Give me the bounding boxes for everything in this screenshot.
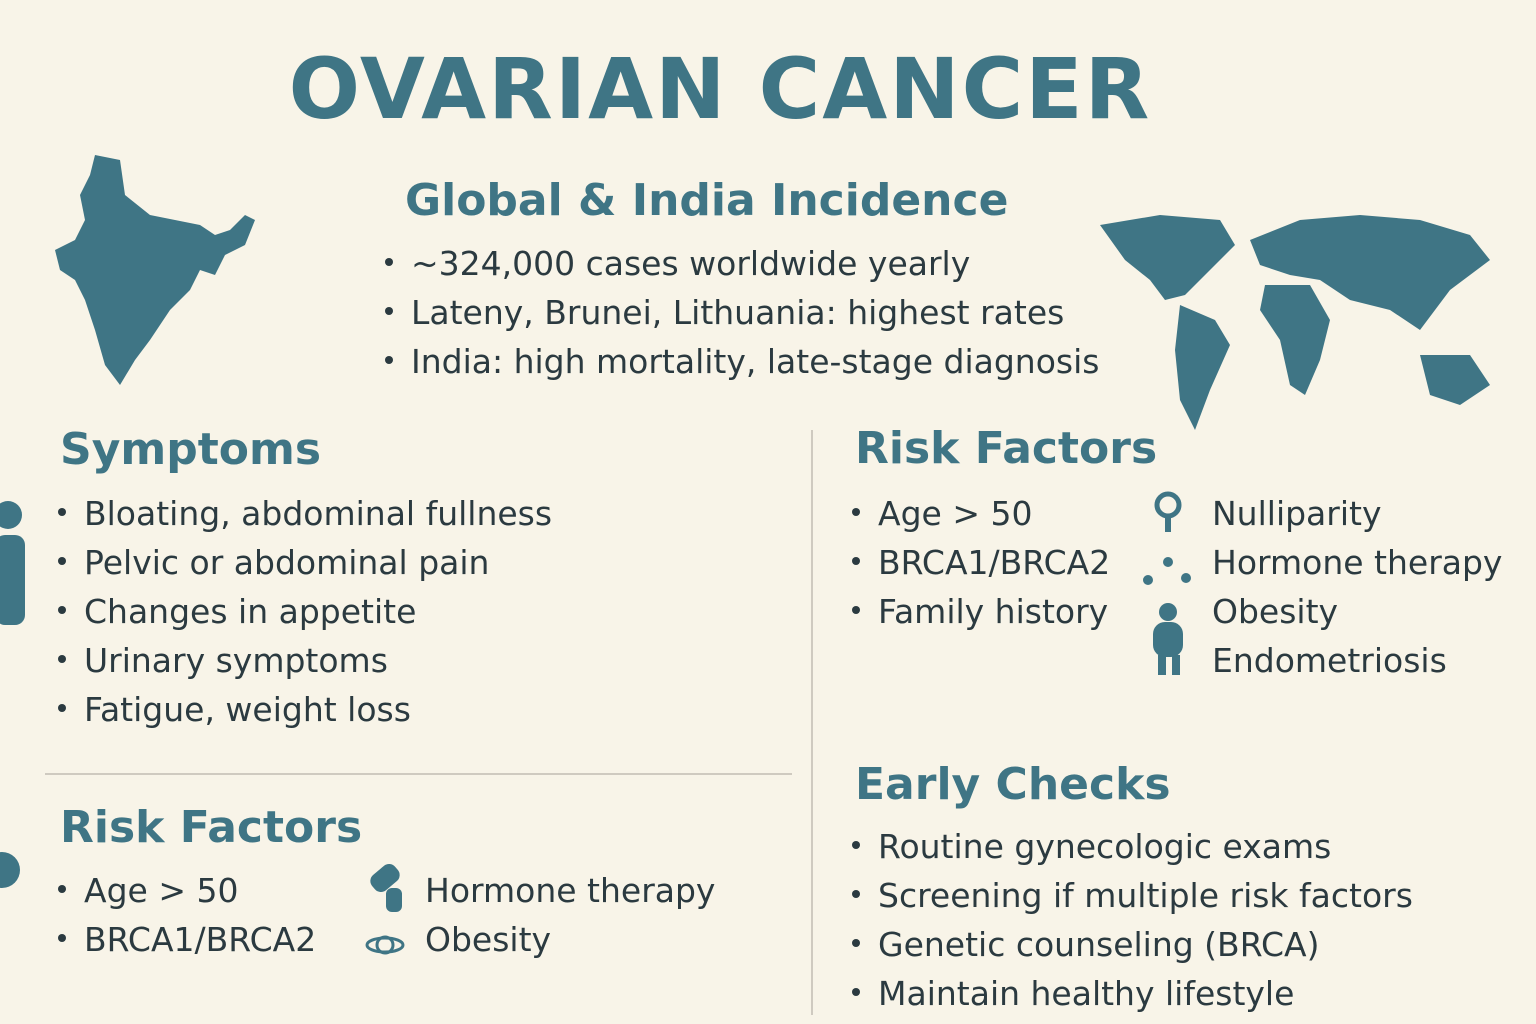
icons [0, 491, 1191, 955]
heading: Risk Factors [855, 423, 1158, 474]
list: Hormone therapy Obesity [425, 866, 715, 964]
list: Age > 50 BRCA1/BRCA2 Family history [852, 489, 1110, 636]
list-item: Screening if multiple risk factors [852, 871, 1413, 920]
list: Routine gynecologic exams Screening if mu… [852, 822, 1413, 1018]
list-item: Hormone therapy [425, 871, 716, 910]
list-item: Routine gynecologic exams [852, 822, 1413, 871]
list: ~324,000 cases worldwide yearly Lateny, B… [385, 239, 1099, 386]
list-item: Endometriosis [1212, 641, 1447, 680]
list: Age > 50 BRCA1/BRCA2 [58, 866, 316, 964]
list-item: Age > 50 [852, 489, 1110, 538]
list-item: India: high mortality, late-stage diagno… [385, 337, 1099, 386]
list-item: Urinary symptoms [58, 636, 552, 685]
list: Bloating, abdominal fullness Pelvic or ab… [58, 489, 552, 734]
list-item: BRCA1/BRCA2 [58, 915, 316, 964]
list: Nulliparity Hormone therapy Obesity Endomet… [1212, 489, 1502, 685]
list-item: Pelvic or abdominal pain [58, 538, 552, 587]
list-item: BRCA1/BRCA2 [852, 538, 1110, 587]
heading: Symptoms [60, 424, 322, 475]
list-item: Obesity [1212, 592, 1339, 631]
list-item: Family history [852, 587, 1110, 636]
list-item: ~324,000 cases worldwide yearly [385, 239, 1099, 288]
list-item: Changes in appetite [58, 587, 552, 636]
list-item: Nulliparity [1212, 494, 1382, 533]
list-item: Obesity [425, 920, 552, 959]
list-item: Maintain healthy lifestyle [852, 969, 1413, 1018]
heading: Early Checks [855, 759, 1171, 810]
heading: Risk Factors [60, 802, 363, 853]
list-item: Bloating, abdominal fullness [58, 489, 552, 538]
list-item: Fatigue, weight loss [58, 685, 552, 734]
list-item: Lateny, Brunei, Lithuania: highest rates [385, 288, 1099, 337]
list-item: Age > 50 [58, 866, 316, 915]
world-map [1100, 215, 1490, 430]
list-item: Genetic counseling (BRCA) [852, 920, 1413, 969]
title: OVARIAN CANCER [288, 40, 1152, 138]
list-item: Hormone therapy [1212, 543, 1503, 582]
heading: Global & India Incidence [405, 175, 1009, 226]
india-map [55, 155, 255, 385]
